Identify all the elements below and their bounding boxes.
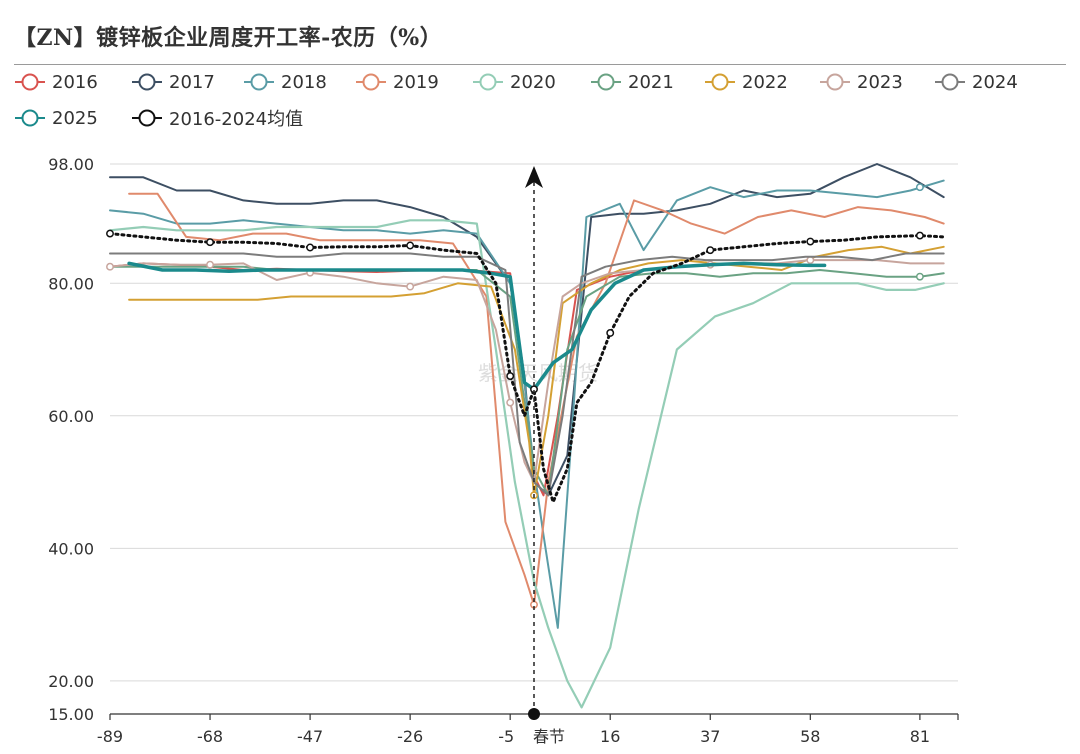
series-marker-10-1 <box>206 238 214 247</box>
legend-swatch-7 <box>820 73 850 91</box>
series-marker-10-7 <box>706 246 715 255</box>
legend-swatch-0 <box>15 73 45 91</box>
series-line-0 <box>109 262 712 497</box>
legend-label-4: 2020 <box>510 71 556 93</box>
legend-label-0: 2016 <box>52 71 98 93</box>
legend-swatch-10 <box>132 109 162 127</box>
legend-item-0[interactable]: 2016 <box>14 68 98 96</box>
legend-item-4[interactable]: 2020 <box>472 68 556 96</box>
chart-title: 【ZN】镀锌板企业周度开工率-农历（%） <box>14 25 443 51</box>
legend-swatch-1 <box>132 73 162 91</box>
series-marker-10-8 <box>806 237 815 246</box>
series-8 <box>109 252 945 497</box>
x-tick-label-2: -47 <box>297 727 323 746</box>
x-tick-label-9: 81 <box>910 727 930 746</box>
y-axis-ticks: 15.00 20.00 40.00 60.00 80.00 98.00 <box>48 155 94 724</box>
series-marker-10-9 <box>915 231 924 240</box>
legend-label-8: 2024 <box>972 71 1018 93</box>
x-axis: -89 -68 -47 -26 -5 春节 16 37 58 81 <box>97 713 959 746</box>
legend-label-2: 2018 <box>281 71 327 93</box>
x-tick-label-0: -89 <box>97 727 123 746</box>
legend-label-6: 2022 <box>742 71 788 93</box>
series-line-2 <box>109 179 945 629</box>
legend-item-8[interactable]: 2024 <box>934 68 1018 96</box>
x-tick-label-6: 16 <box>600 727 620 746</box>
y-tick-label-5: 98.00 <box>48 155 94 174</box>
series-marker-5-0 <box>915 272 924 281</box>
legend-item-2[interactable]: 2018 <box>243 68 327 96</box>
series-marker-7-3 <box>406 282 415 291</box>
series-marker-7-4 <box>506 398 515 407</box>
series-0 <box>109 262 712 497</box>
title-divider <box>14 64 1066 65</box>
legend-label-1: 2017 <box>169 71 215 93</box>
series-4 <box>108 219 945 709</box>
legend-item-5[interactable]: 2021 <box>590 68 674 96</box>
series-marker-2-0 <box>915 183 924 192</box>
legend-item-6[interactable]: 2022 <box>704 68 788 96</box>
y-tick-label-0: 15.00 <box>48 705 94 724</box>
legend-swatch-6 <box>705 73 735 91</box>
series-marker-10-6 <box>606 329 615 337</box>
legend-item-10[interactable]: 2016-2024均值 <box>131 104 303 132</box>
series-1 <box>109 163 945 497</box>
legend-swatch-3 <box>356 73 386 91</box>
legend-label-5: 2021 <box>628 71 674 93</box>
series-line-9 <box>127 261 827 392</box>
x-tick-label-7: 37 <box>700 727 720 746</box>
legend-swatch-2 <box>244 73 274 91</box>
series-9 <box>127 261 827 392</box>
legend-item-9[interactable]: 2025 <box>14 104 98 132</box>
legend-label-3: 2019 <box>393 71 439 93</box>
series-7 <box>106 256 945 484</box>
legend-swatch-4 <box>473 73 503 91</box>
legend-label-10: 2016-2024均值 <box>169 109 304 130</box>
legend-swatch-5 <box>591 73 621 91</box>
series-marker-10-3 <box>406 241 415 250</box>
legend-item-3[interactable]: 2019 <box>355 68 439 96</box>
series-marker-7-6 <box>806 256 815 265</box>
legend-item-7[interactable]: 2023 <box>819 68 903 96</box>
series-line-10 <box>108 232 946 504</box>
x-tick-label-5: 春节 <box>533 727 565 746</box>
y-tick-label-2: 40.00 <box>48 539 94 558</box>
legend-label-9: 2025 <box>52 107 98 129</box>
spring-festival-arrow <box>525 166 543 188</box>
y-tick-label-4: 80.00 <box>48 274 94 293</box>
legend-swatch-8 <box>935 73 965 91</box>
series-line-1 <box>109 163 945 497</box>
series-line-8 <box>109 252 945 497</box>
series-line-7 <box>109 259 945 484</box>
spring-festival-dot <box>528 708 540 720</box>
series-marker-10-2 <box>306 243 315 252</box>
legend-swatch-9 <box>15 109 45 127</box>
y-tick-label-3: 60.00 <box>48 407 94 426</box>
series-line-4 <box>108 219 945 709</box>
x-tick-label-4: -5 <box>498 727 514 746</box>
legend-label-7: 2023 <box>857 71 903 93</box>
y-tick-label-1: 20.00 <box>48 672 94 691</box>
x-tick-label-8: 58 <box>800 727 820 746</box>
series-2 <box>109 179 945 629</box>
series-marker-10-4 <box>506 372 515 380</box>
series-marker-7-0 <box>106 262 114 271</box>
series-marker-7-1 <box>206 260 214 269</box>
spring-festival-marker <box>525 166 543 720</box>
series-layer <box>106 163 946 709</box>
legend-item-1[interactable]: 2017 <box>131 68 215 96</box>
x-tick-label-3: -26 <box>397 727 423 746</box>
x-tick-label-1: -68 <box>197 727 223 746</box>
series-marker-10-0 <box>106 229 114 238</box>
